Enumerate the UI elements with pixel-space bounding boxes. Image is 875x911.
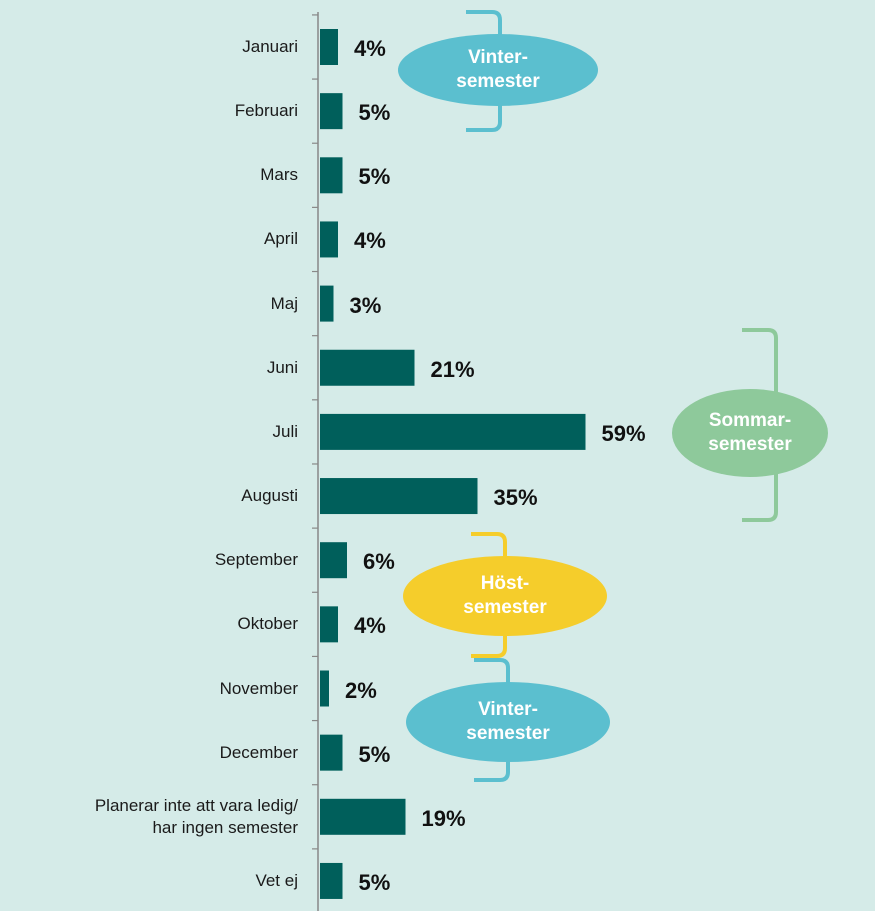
bar bbox=[320, 606, 338, 643]
category-label: September bbox=[214, 550, 298, 570]
bar bbox=[320, 413, 586, 450]
bar bbox=[320, 862, 343, 899]
category-label: Januari bbox=[242, 37, 298, 56]
category-label: Juli bbox=[272, 421, 298, 441]
value-label: 4% bbox=[354, 613, 386, 639]
annotation-text: Vinter- semester bbox=[456, 47, 540, 92]
annotation-bubble bbox=[403, 556, 607, 636]
bar bbox=[320, 93, 343, 130]
category-label: Maj bbox=[270, 293, 298, 313]
bar bbox=[320, 798, 406, 835]
value-label: 35% bbox=[493, 485, 538, 511]
category-label: Augusti bbox=[241, 486, 298, 506]
value-label: 21% bbox=[430, 356, 475, 382]
value-label: 2% bbox=[345, 677, 377, 703]
bar bbox=[320, 670, 329, 707]
value-label: 19% bbox=[421, 805, 466, 831]
bar bbox=[320, 349, 415, 386]
annotation-text: Höst- semester bbox=[463, 573, 547, 618]
value-label: 6% bbox=[363, 549, 395, 575]
bar bbox=[320, 542, 347, 579]
annotation-bubble bbox=[406, 682, 610, 762]
category-label: December bbox=[219, 742, 298, 762]
annotation-bubble bbox=[398, 34, 598, 106]
bar bbox=[320, 157, 343, 194]
value-label: 3% bbox=[349, 292, 382, 318]
value-label: 4% bbox=[354, 36, 386, 61]
category-label: April bbox=[263, 229, 298, 249]
bar bbox=[320, 478, 478, 515]
bar bbox=[320, 29, 338, 65]
category-label: November bbox=[219, 678, 298, 698]
value-label: 5% bbox=[358, 164, 391, 190]
value-label: 4% bbox=[354, 228, 386, 254]
category-label: Februari bbox=[234, 101, 298, 121]
category-label: Vet ej bbox=[255, 870, 298, 890]
category-label: Planerar inte att vara ledig/ har ingen … bbox=[94, 795, 298, 837]
category-label: Oktober bbox=[237, 614, 298, 634]
annotation-bubble bbox=[672, 389, 828, 477]
annotation-text: Vinter- semester bbox=[466, 699, 550, 744]
category-label: Mars bbox=[260, 165, 298, 185]
bar bbox=[320, 285, 334, 322]
value-label: 5% bbox=[358, 741, 391, 767]
bar bbox=[320, 734, 343, 771]
category-label: Juni bbox=[266, 357, 298, 377]
bar bbox=[320, 221, 338, 258]
annotation-text: Sommar- semester bbox=[708, 410, 792, 455]
value-label: 5% bbox=[358, 100, 391, 126]
value-label: 5% bbox=[358, 869, 391, 895]
value-label: 59% bbox=[601, 420, 646, 446]
